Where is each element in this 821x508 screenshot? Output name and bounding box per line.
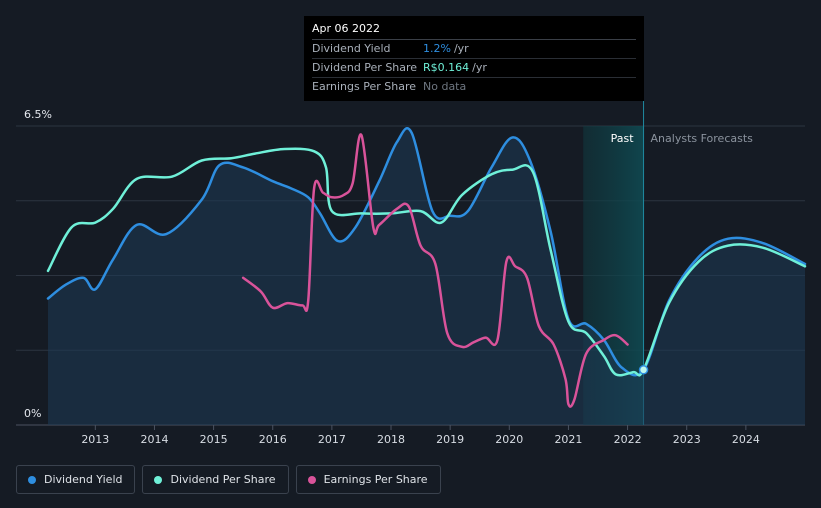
tooltip-row-dividend-per-share: Dividend Per Share R$0.164 /yr (312, 59, 636, 78)
dividend-chart: 2013 2014 2015 2016 2017 2018 2019 2020 2021 2022… (16, 101, 807, 446)
tooltip-row-unit: /yr (472, 61, 487, 74)
series-line-dividend-yield (46, 127, 807, 377)
tooltip-row-value: No data (423, 80, 467, 93)
x-tick-label: 2022 (614, 433, 642, 446)
legend-dot-icon (28, 475, 36, 484)
series-line-dividend-per-share (46, 147, 807, 377)
x-tick-label: 2024 (732, 433, 760, 446)
x-axis-ticks: 2013 2014 2015 2016 2017 2018 2019 2020 2021 2022… (81, 425, 760, 446)
tooltip-row-name: Earnings Per Share (312, 80, 417, 93)
legend-item-dividend-yield[interactable]: Dividend Yield (16, 465, 136, 494)
area-fills (48, 128, 805, 425)
tooltip-row-value: R$0.164 (423, 61, 470, 74)
x-tick-label: 2023 (673, 433, 701, 446)
x-tick-label: 2014 (140, 433, 168, 446)
series-lines (46, 127, 807, 408)
past-region-label: Past (611, 132, 635, 145)
series-area-dividend-yield (48, 128, 805, 425)
x-tick-label: 2013 (81, 433, 109, 446)
y-axis-top-label: 6.5% (24, 108, 52, 121)
tooltip-row-name: Dividend Per Share (312, 61, 418, 74)
legend-item-dividend-per-share[interactable]: Dividend Per Share (142, 465, 289, 494)
x-tick-label: 2018 (377, 433, 405, 446)
data-tooltip: Apr 06 2022 Dividend Yield 1.2% /yr Divi… (304, 16, 644, 101)
x-tick-label: 2015 (200, 433, 228, 446)
legend-label: Dividend Yield (44, 473, 123, 486)
legend-label: Dividend Per Share (170, 473, 276, 486)
highlight-point[interactable] (638, 365, 649, 375)
series-line-earnings-per-share (241, 133, 629, 408)
chart-legend: Dividend Yield Dividend Per Share Earnin… (16, 465, 441, 494)
tooltip-date: Apr 06 2022 (312, 22, 636, 40)
y-axis-bottom-label: 0% (24, 407, 41, 420)
forecast-region-label: Analysts Forecasts (651, 132, 754, 145)
tooltip-row-value: 1.2% (423, 42, 451, 55)
tooltip-row-name: Dividend Yield (312, 42, 391, 55)
x-tick-label: 2016 (259, 433, 287, 446)
tooltip-row-dividend-yield: Dividend Yield 1.2% /yr (312, 40, 636, 59)
legend-dot-icon (154, 475, 163, 484)
x-tick-label: 2020 (495, 433, 523, 446)
x-tick-label: 2021 (554, 433, 582, 446)
legend-item-earnings-per-share[interactable]: Earnings Per Share (295, 465, 441, 494)
legend-dot-icon (307, 475, 316, 484)
tooltip-row-earnings-per-share: Earnings Per Share No data (312, 78, 636, 96)
tooltip-row-unit: /yr (453, 42, 469, 55)
legend-label: Earnings Per Share (323, 473, 428, 486)
x-tick-label: 2019 (436, 433, 464, 446)
x-tick-label: 2017 (318, 433, 346, 446)
